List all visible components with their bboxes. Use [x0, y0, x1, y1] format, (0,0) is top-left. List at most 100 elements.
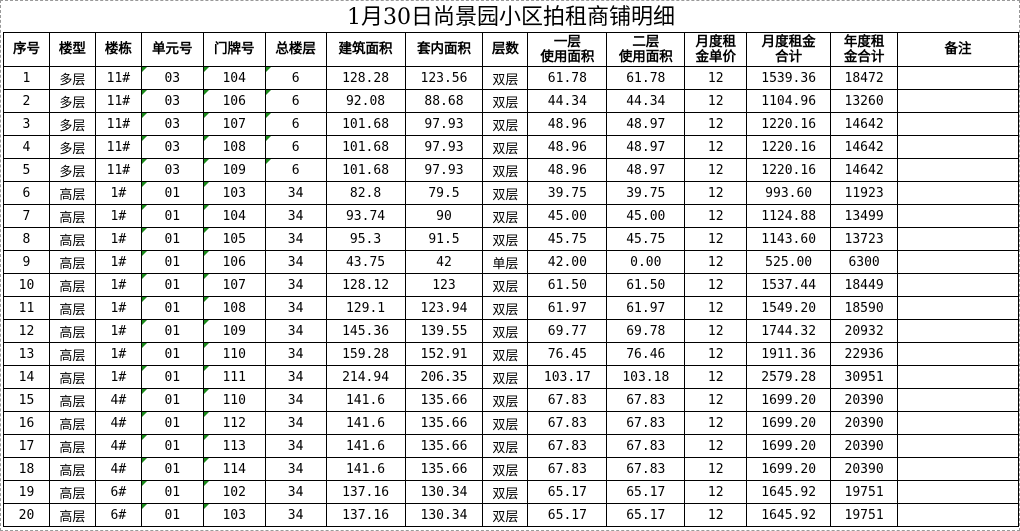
cell-unit[interactable]: 01	[140, 181, 204, 205]
cell-floors[interactable]: 双层	[482, 181, 529, 205]
cell-annual-rent[interactable]: 20390	[830, 457, 899, 481]
cell-seq[interactable]: 10	[3, 273, 50, 297]
cell-door-no[interactable]: 106	[202, 250, 266, 274]
cell-remark[interactable]	[897, 457, 1019, 481]
cell-gross-area[interactable]: 93.74	[325, 204, 406, 228]
cell-building-type[interactable]: 多层	[48, 158, 96, 182]
cell-floor2-area[interactable]: 65.17	[606, 503, 686, 527]
cell-unit-price[interactable]: 12	[684, 296, 748, 320]
cell-building-type[interactable]: 高层	[48, 480, 96, 504]
header-door-no[interactable]: 门牌号	[202, 32, 266, 67]
cell-floor2-area[interactable]: 0.00	[606, 250, 686, 274]
cell-building[interactable]: 1#	[94, 250, 142, 274]
cell-seq[interactable]: 7	[3, 204, 50, 228]
header-monthly-rent[interactable]: 月度租金 合计	[746, 32, 832, 67]
cell-monthly-rent[interactable]: 1549.20	[746, 296, 832, 320]
cell-seq[interactable]: 19	[3, 480, 50, 504]
cell-annual-rent[interactable]: 18472	[830, 66, 899, 90]
cell-unit-price[interactable]: 12	[684, 388, 748, 412]
cell-monthly-rent[interactable]: 1104.96	[746, 89, 832, 113]
cell-unit[interactable]: 01	[140, 319, 204, 343]
cell-door-no[interactable]: 113	[202, 434, 266, 458]
cell-floor2-area[interactable]: 39.75	[606, 181, 686, 205]
cell-door-no[interactable]: 112	[202, 411, 266, 435]
cell-unit[interactable]: 01	[140, 388, 204, 412]
cell-monthly-rent[interactable]: 1699.20	[746, 434, 832, 458]
cell-building-type[interactable]: 多层	[48, 135, 96, 159]
cell-inner-area[interactable]: 91.5	[404, 227, 484, 251]
cell-unit-price[interactable]: 12	[684, 434, 748, 458]
cell-monthly-rent[interactable]: 2579.28	[746, 365, 832, 389]
cell-floor1-area[interactable]: 44.34	[527, 89, 608, 113]
cell-unit-price[interactable]: 12	[684, 250, 748, 274]
cell-unit-price[interactable]: 12	[684, 480, 748, 504]
cell-building-type[interactable]: 高层	[48, 434, 96, 458]
cell-building[interactable]: 11#	[94, 135, 142, 159]
cell-inner-area[interactable]: 123.94	[404, 296, 484, 320]
cell-inner-area[interactable]: 130.34	[404, 503, 484, 527]
cell-seq[interactable]: 18	[3, 457, 50, 481]
cell-annual-rent[interactable]: 20390	[830, 411, 899, 435]
cell-monthly-rent[interactable]: 1537.44	[746, 273, 832, 297]
cell-building[interactable]: 4#	[94, 457, 142, 481]
cell-annual-rent[interactable]: 19751	[830, 480, 899, 504]
cell-monthly-rent[interactable]: 1220.16	[746, 112, 832, 136]
cell-total-floors[interactable]: 34	[264, 181, 327, 205]
cell-floor1-area[interactable]: 67.83	[527, 457, 608, 481]
cell-seq[interactable]: 4	[3, 135, 50, 159]
cell-floors[interactable]: 双层	[482, 411, 529, 435]
cell-floors[interactable]: 双层	[482, 365, 529, 389]
cell-remark[interactable]	[897, 319, 1019, 343]
cell-unit[interactable]: 01	[140, 434, 204, 458]
cell-building-type[interactable]: 高层	[48, 411, 96, 435]
cell-floors[interactable]: 双层	[482, 480, 529, 504]
cell-remark[interactable]	[897, 480, 1019, 504]
cell-annual-rent[interactable]: 11923	[830, 181, 899, 205]
cell-door-no[interactable]: 107	[202, 112, 266, 136]
cell-seq[interactable]: 5	[3, 158, 50, 182]
header-annual-rent[interactable]: 年度租 金合计	[830, 32, 899, 67]
cell-building[interactable]: 11#	[94, 66, 142, 90]
cell-total-floors[interactable]: 34	[264, 411, 327, 435]
cell-seq[interactable]: 17	[3, 434, 50, 458]
cell-monthly-rent[interactable]: 1220.16	[746, 158, 832, 182]
cell-inner-area[interactable]: 135.66	[404, 388, 484, 412]
cell-gross-area[interactable]: 141.6	[325, 411, 406, 435]
cell-unit-price[interactable]: 12	[684, 66, 748, 90]
cell-remark[interactable]	[897, 388, 1019, 412]
cell-building-type[interactable]: 多层	[48, 89, 96, 113]
cell-seq[interactable]: 15	[3, 388, 50, 412]
cell-floor2-area[interactable]: 67.83	[606, 457, 686, 481]
cell-inner-area[interactable]: 79.5	[404, 181, 484, 205]
header-gross-area[interactable]: 建筑面积	[325, 32, 406, 67]
cell-door-no[interactable]: 111	[202, 365, 266, 389]
cell-monthly-rent[interactable]: 525.00	[746, 250, 832, 274]
cell-inner-area[interactable]: 97.93	[404, 135, 484, 159]
cell-inner-area[interactable]: 135.66	[404, 457, 484, 481]
cell-unit[interactable]: 03	[140, 89, 204, 113]
cell-annual-rent[interactable]: 13723	[830, 227, 899, 251]
cell-gross-area[interactable]: 159.28	[325, 342, 406, 366]
cell-floor2-area[interactable]: 61.97	[606, 296, 686, 320]
cell-floor2-area[interactable]: 65.17	[606, 480, 686, 504]
cell-total-floors[interactable]: 34	[264, 388, 327, 412]
cell-annual-rent[interactable]: 18590	[830, 296, 899, 320]
header-building-type[interactable]: 楼型	[48, 32, 96, 67]
cell-remark[interactable]	[897, 250, 1019, 274]
cell-floor1-area[interactable]: 42.00	[527, 250, 608, 274]
cell-gross-area[interactable]: 43.75	[325, 250, 406, 274]
cell-seq[interactable]: 13	[3, 342, 50, 366]
cell-unit[interactable]: 03	[140, 66, 204, 90]
cell-unit[interactable]: 03	[140, 135, 204, 159]
cell-gross-area[interactable]: 92.08	[325, 89, 406, 113]
cell-door-no[interactable]: 107	[202, 273, 266, 297]
cell-inner-area[interactable]: 123.56	[404, 66, 484, 90]
header-inner-area[interactable]: 套内面积	[404, 32, 484, 67]
header-seq[interactable]: 序号	[3, 32, 50, 67]
cell-building-type[interactable]: 高层	[48, 250, 96, 274]
cell-door-no[interactable]: 104	[202, 66, 266, 90]
cell-floor2-area[interactable]: 48.97	[606, 112, 686, 136]
cell-unit-price[interactable]: 12	[684, 273, 748, 297]
cell-unit-price[interactable]: 12	[684, 503, 748, 527]
cell-unit[interactable]: 01	[140, 457, 204, 481]
